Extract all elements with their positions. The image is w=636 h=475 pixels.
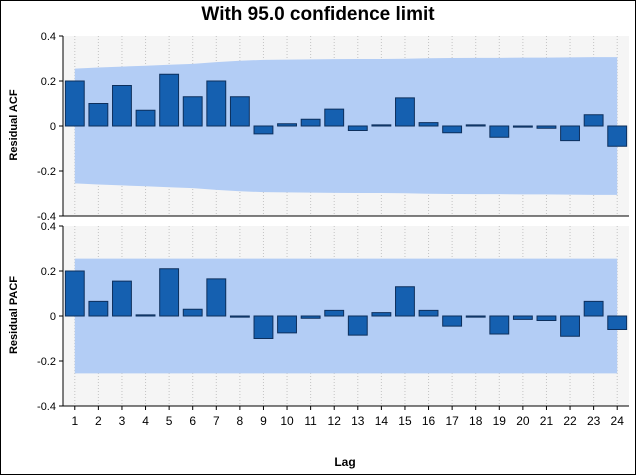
pacf-bar-lag-20 (512, 315, 533, 320)
pacf-bar-lag-18 (465, 315, 486, 318)
acf-bar-lag-11 (300, 118, 321, 127)
acf-y-tick-label: 0.2 (41, 76, 56, 88)
pacf-bar-lag-7 (206, 278, 227, 317)
x-tick-label-20: 20 (516, 414, 530, 428)
x-tick-label-1: 1 (71, 414, 78, 428)
acf-bar-lag-17 (442, 125, 463, 134)
pacf-bar-lag-22 (560, 315, 580, 337)
acf-bar-lag-10 (277, 123, 297, 127)
acf-bar-lag-24 (607, 125, 628, 147)
acf-confidence-band (74, 57, 618, 195)
acf-y-tick-label: -0.4 (37, 211, 56, 223)
pacf-bar-lag-3 (112, 280, 132, 317)
acf-bar-lag-1 (64, 80, 85, 127)
acf-bar-lag-19 (489, 125, 510, 138)
acf-bar-lag-18 (465, 124, 486, 127)
x-tick-label-15: 15 (398, 414, 412, 428)
pacf-bar-lag-14 (371, 312, 392, 317)
acf-bar-lag-7 (206, 80, 227, 127)
x-tick-label-6: 6 (189, 414, 196, 428)
x-tick-label-7: 7 (213, 414, 220, 428)
pacf-bar-lag-24 (607, 315, 628, 330)
pacf-bar-lag-15 (395, 286, 415, 317)
pacf-bar-lag-2 (88, 300, 109, 317)
acf-bar-lag-14 (371, 124, 392, 127)
pacf-confidence-band (74, 258, 618, 374)
acf-bar-lag-5 (159, 73, 180, 127)
pacf-bar-lag-21 (536, 315, 557, 321)
x-tick-label-16: 16 (422, 414, 436, 428)
acf-bar-lag-4 (135, 109, 156, 127)
acf-bar-lag-16 (418, 122, 439, 127)
x-tick-label-17: 17 (445, 414, 459, 428)
acf-y-tick-label: -0.2 (37, 166, 56, 178)
pacf-bar-lag-17 (442, 315, 463, 327)
x-tick-label-5: 5 (166, 414, 173, 428)
pacf-bar-lag-8 (229, 315, 250, 318)
pacf-y-tick-label: 0.2 (41, 266, 56, 278)
x-tick-label-24: 24 (611, 414, 625, 428)
acf-y-tick-label: 0 (50, 121, 56, 133)
acf-bar-lag-8 (229, 96, 250, 127)
x-tick-label-12: 12 (328, 414, 342, 428)
x-tick-label-22: 22 (563, 414, 577, 428)
chart-title: With 95.0 confidence limit (201, 4, 435, 25)
pacf-y-tick-label: 0.4 (41, 221, 56, 233)
pacf-bar-lag-9 (253, 315, 274, 339)
pacf-bar-lag-1 (64, 270, 85, 317)
acf-bar-lag-9 (253, 125, 274, 135)
pacf-bar-lag-5 (159, 268, 180, 317)
acf-y-tick-label: 0.4 (41, 31, 56, 43)
x-tick-label-18: 18 (469, 414, 483, 428)
x-tick-label-14: 14 (375, 414, 389, 428)
x-axis-label: Lag (334, 455, 356, 469)
acf-bar-lag-15 (395, 97, 415, 127)
acf-bar-lag-23 (583, 114, 604, 127)
acf-bar-lag-6 (182, 96, 203, 127)
pacf-y-tick-label: -0.2 (37, 356, 56, 368)
x-tick-label-9: 9 (260, 414, 267, 428)
pacf-bar-lag-11 (300, 315, 321, 319)
x-tick-label-21: 21 (540, 414, 554, 428)
x-tick-label-11: 11 (304, 414, 317, 428)
pacf-bar-lag-19 (489, 315, 510, 335)
x-tick-label-10: 10 (280, 414, 294, 428)
pacf-bar-lag-6 (182, 308, 203, 317)
pacf-y-tick-label: -0.4 (37, 401, 56, 413)
x-tick-label-19: 19 (493, 414, 507, 428)
pacf-bar-lag-16 (418, 309, 439, 317)
x-tick-label-2: 2 (95, 414, 102, 428)
pacf-bar-lag-12 (324, 309, 345, 317)
pacf-bar-lag-23 (583, 300, 604, 317)
pacf-bar-lag-10 (277, 315, 297, 334)
x-tick-label-8: 8 (237, 414, 244, 428)
x-tick-label-13: 13 (351, 414, 365, 428)
acf-bar-lag-13 (347, 125, 368, 131)
acf-bar-lag-2 (88, 103, 109, 127)
pacf-y-tick-label: 0 (50, 311, 56, 323)
acf-bar-lag-20 (512, 125, 533, 128)
acf-bar-lag-21 (536, 125, 557, 129)
pacf-bar-lag-13 (347, 315, 368, 336)
acf-bar-lag-22 (560, 125, 580, 142)
x-tick-label-4: 4 (142, 414, 149, 428)
acf-bar-lag-3 (112, 85, 132, 127)
x-tick-label-3: 3 (119, 414, 126, 428)
pacf-bar-lag-4 (135, 314, 156, 317)
acf-bar-lag-12 (324, 108, 345, 127)
x-tick-label-23: 23 (587, 414, 601, 428)
